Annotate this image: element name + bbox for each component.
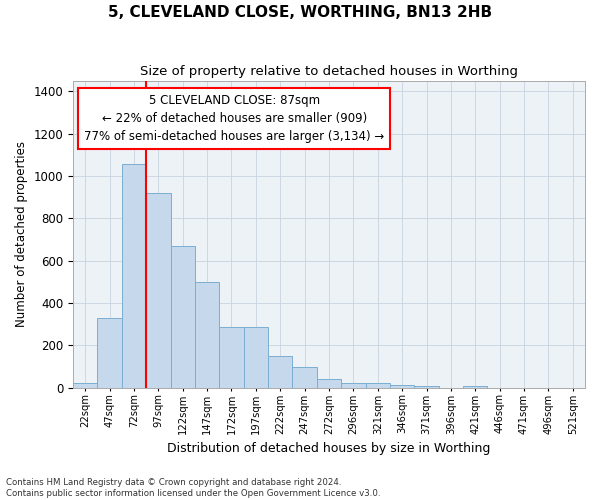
- Bar: [341, 383, 365, 388]
- Bar: [73, 384, 97, 388]
- Text: 5, CLEVELAND CLOSE, WORTHING, BN13 2HB: 5, CLEVELAND CLOSE, WORTHING, BN13 2HB: [108, 5, 492, 20]
- Bar: [415, 386, 439, 388]
- Bar: [292, 366, 317, 388]
- Text: 5 CLEVELAND CLOSE: 87sqm
← 22% of detached houses are smaller (909)
77% of semi-: 5 CLEVELAND CLOSE: 87sqm ← 22% of detach…: [84, 94, 385, 144]
- Y-axis label: Number of detached properties: Number of detached properties: [15, 141, 28, 327]
- Title: Size of property relative to detached houses in Worthing: Size of property relative to detached ho…: [140, 65, 518, 78]
- Bar: [390, 384, 415, 388]
- Bar: [97, 318, 122, 388]
- Bar: [146, 193, 170, 388]
- X-axis label: Distribution of detached houses by size in Worthing: Distribution of detached houses by size …: [167, 442, 491, 455]
- Bar: [463, 386, 487, 388]
- Bar: [220, 328, 244, 388]
- Text: Contains HM Land Registry data © Crown copyright and database right 2024.
Contai: Contains HM Land Registry data © Crown c…: [6, 478, 380, 498]
- Bar: [365, 383, 390, 388]
- Bar: [244, 328, 268, 388]
- Bar: [122, 164, 146, 388]
- Bar: [268, 356, 292, 388]
- Bar: [170, 246, 195, 388]
- Bar: [317, 380, 341, 388]
- Bar: [195, 282, 220, 388]
